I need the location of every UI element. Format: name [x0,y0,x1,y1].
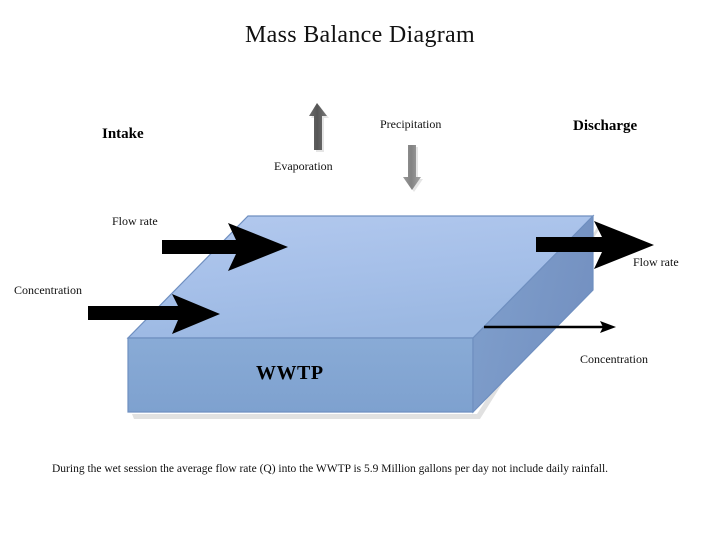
concentration-out-label: Concentration [580,352,648,366]
concentration-in-label: Concentration [14,283,82,297]
precipitation-label: Precipitation [380,117,442,131]
evaporation-label: Evaporation [274,159,333,173]
precipitation-arrow-icon [403,145,423,192]
intake-heading: Intake [102,126,144,142]
wwtp-unit-label: WWTP [256,362,324,384]
concentration-out-arrow-icon [484,321,616,333]
box-side-face [472,214,594,414]
flow-rate-in-label: Flow rate [112,214,158,228]
page-title: Mass Balance Diagram [245,22,475,48]
concentration-in-arrow-icon [88,294,220,334]
evaporation-arrow-icon [309,103,329,152]
flow-rate-in-arrow-icon [162,223,288,271]
discharge-heading: Discharge [573,118,638,134]
flow-rate-out-arrow-icon [536,221,654,269]
flow-rate-out-label: Flow rate [633,255,679,269]
diagram-caption: During the wet session the average flow … [52,463,609,475]
